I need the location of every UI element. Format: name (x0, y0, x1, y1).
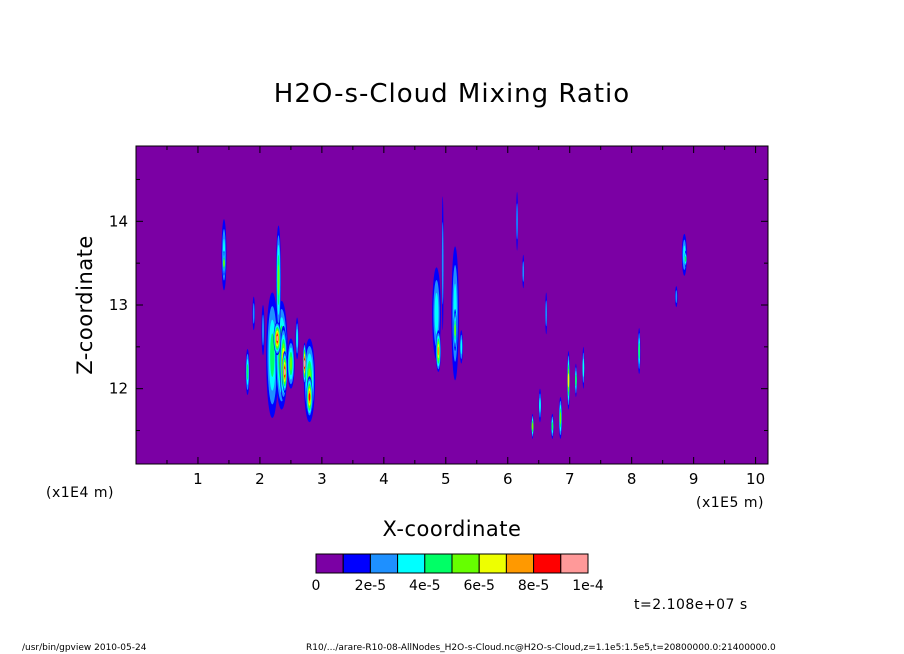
cloud-feature-5-level-4 (270, 333, 275, 378)
colorbar-labels: 0 2e-5 4e-5 6e-5 8e-5 1e-4 (312, 578, 604, 594)
y-axis-label: Z-coordinate (73, 235, 97, 375)
x-tick-label-3: 4 (379, 470, 389, 488)
x-tick-label-8: 9 (689, 470, 699, 488)
cloud-feature-14-level-8 (308, 393, 311, 401)
cloud-feature-22-level-2 (516, 203, 518, 240)
cloud-feature-9-level-5 (277, 264, 280, 296)
x-tick-label-0: 1 (193, 470, 203, 488)
colorbar-segment-6 (478, 553, 507, 574)
y-axis-ticks: 12 13 14 (109, 178, 768, 432)
colorbar-label-3: 6e-5 (463, 578, 494, 594)
x-tick-label-6: 7 (565, 470, 575, 488)
y-axis-unit: (x1E4 m) (46, 485, 114, 501)
colorbar-segment-4 (424, 553, 453, 574)
x-tick-label-4: 5 (441, 470, 451, 488)
colorbar-label-2: 4e-5 (409, 578, 440, 594)
cloud-feature-16-level-3 (434, 292, 439, 334)
colorbar-segment-9 (560, 553, 589, 574)
x-tick-label-1: 2 (255, 470, 265, 488)
cloud-feature-31-level-3 (582, 358, 585, 378)
cloud-feature-17-level-7 (437, 346, 440, 356)
colorbar-label-1: 2e-5 (355, 578, 386, 594)
colorbar-segment-1 (342, 553, 371, 574)
cloud-feature-34-level-4 (684, 256, 687, 262)
y-tick-label-1: 13 (109, 296, 128, 314)
x-tick-label-5: 6 (503, 470, 513, 488)
x-axis-ticks: 1 2 3 4 5 6 7 8 9 10 (166, 146, 765, 488)
cloud-feature-21-level-3 (460, 339, 463, 355)
colorbar-segment-5 (451, 553, 480, 574)
cloud-feature-32-level-4 (638, 343, 640, 360)
cloud-feature-8-level-9 (283, 368, 286, 376)
colorbar (315, 553, 589, 574)
cloud-feature-18-level-2 (441, 221, 444, 305)
cloud-feature-23-level-2 (522, 261, 525, 282)
colorbar-segment-2 (369, 553, 399, 574)
colorbar-segment-0 (315, 553, 344, 574)
x-tick-label-2: 3 (317, 470, 327, 488)
cloud-feature-4-level-2 (262, 314, 264, 346)
colorbar-segment-3 (397, 553, 426, 574)
chart-title: H2O-s-Cloud Mixing Ratio (274, 79, 630, 109)
cloud-feature-25-level-3 (539, 397, 541, 413)
x-tick-label-9: 10 (746, 470, 765, 488)
x-tick-label-7: 8 (627, 470, 637, 488)
colorbar-label-0: 0 (312, 578, 321, 594)
cloud-feature-11-level-5 (289, 356, 292, 371)
cloud-feature-10-level-9 (276, 335, 279, 342)
cloud-feature-35-level-2 (675, 290, 678, 304)
cloud-feature-27-level-4 (551, 421, 554, 431)
footer-left: /usr/bin/gpview 2010-05-24 (22, 643, 147, 653)
colorbar-label-4: 8e-5 (518, 578, 549, 594)
y-tick-label-2: 14 (109, 212, 128, 230)
cloud-feature-24-level-5 (531, 422, 534, 430)
cloud-feature-30-level-4 (575, 374, 577, 387)
footer-right: R10/.../arare-R10-08-AllNodes_H2O-s-Clou… (306, 643, 776, 653)
cloud-feature-20-level-5 (454, 324, 456, 337)
colorbar-segment-8 (533, 553, 562, 574)
cloud-feature-12-level-3 (296, 329, 298, 348)
x-axis-label: X-coordinate (383, 517, 522, 541)
cloud-feature-2-level-4 (246, 363, 249, 380)
x-axis-unit: (x1E5 m) (696, 495, 764, 511)
colorbar-segment-7 (505, 553, 535, 574)
cloud-feature-28-level-5 (559, 411, 562, 424)
cloud-features (221, 192, 687, 439)
cloud-feature-1-level-5 (223, 259, 225, 267)
cloud-feature-26-level-2 (545, 300, 547, 327)
cloud-feature-29-level-6 (567, 373, 570, 388)
cloud-feature-3-level-2 (252, 303, 255, 324)
time-label: t=2.108e+07 s (634, 597, 748, 613)
y-tick-label-0: 12 (109, 380, 128, 398)
cloud-feature-15-level-9 (303, 360, 306, 368)
colorbar-label-5: 1e-4 (572, 578, 604, 594)
